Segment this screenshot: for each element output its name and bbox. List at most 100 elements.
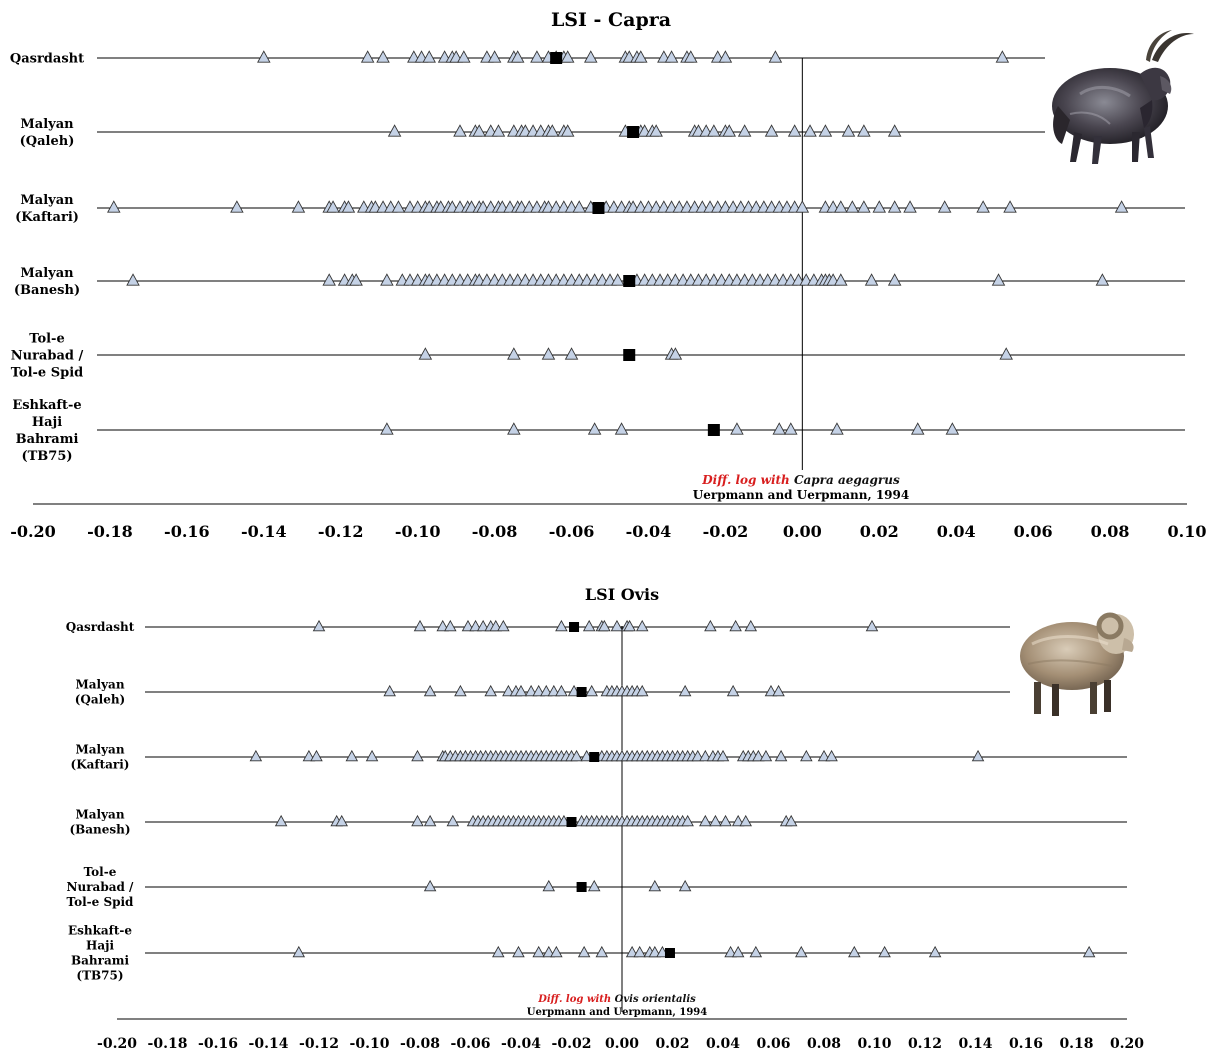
data-point <box>492 945 505 958</box>
data-point <box>291 200 306 213</box>
site-label: Haji <box>86 939 114 953</box>
data-point <box>784 422 798 435</box>
data-point <box>699 814 712 827</box>
data-point <box>614 422 629 435</box>
data-point <box>502 684 515 697</box>
x-tick-label: 0.06 <box>1014 522 1053 541</box>
data-point <box>865 619 879 632</box>
data-point <box>648 945 662 958</box>
data-point <box>457 50 471 63</box>
data-point <box>635 619 649 632</box>
data-point <box>681 814 694 827</box>
data-point <box>817 749 831 762</box>
x-tick-label: 0.10 <box>857 1036 891 1052</box>
data-point <box>461 619 475 632</box>
data-point <box>360 50 375 63</box>
chart-title: LSI Ovis <box>585 585 659 604</box>
data-point <box>719 814 732 827</box>
data-point <box>585 684 598 697</box>
data-point <box>312 619 326 632</box>
data-point <box>512 945 525 958</box>
reference-note: Diff. log with Ovis orientalis <box>537 994 696 1005</box>
data-point <box>423 814 437 827</box>
data-point <box>545 124 560 137</box>
x-tick-label: 0.18 <box>1059 1036 1093 1052</box>
data-point <box>878 945 891 958</box>
data-point <box>971 749 985 762</box>
mean-marker <box>550 52 563 64</box>
mean-marker <box>623 349 636 361</box>
site-label: Eshkaft-e <box>68 924 132 938</box>
x-tick-label: 0.02 <box>860 522 899 541</box>
data-point <box>928 945 942 958</box>
data-point <box>411 749 424 762</box>
x-tick-label: -0.14 <box>241 522 287 541</box>
data-point <box>668 347 683 360</box>
data-point <box>345 749 359 762</box>
data-point <box>910 422 925 435</box>
data-point <box>423 879 437 892</box>
data-point <box>704 619 717 632</box>
x-tick-label: -0.02 <box>552 1036 592 1052</box>
data-point <box>995 50 1010 63</box>
data-point <box>595 945 609 958</box>
data-point <box>542 879 556 892</box>
data-point <box>834 273 848 286</box>
data-point <box>230 200 244 213</box>
data-point <box>582 619 596 632</box>
x-tick-label: -0.10 <box>350 1036 390 1052</box>
data-point <box>610 273 625 286</box>
data-point <box>691 749 705 762</box>
data-point <box>444 619 457 632</box>
data-point <box>413 619 427 632</box>
mean-marker <box>592 202 605 214</box>
data-point <box>476 619 490 632</box>
x-tick-label: -0.06 <box>549 522 595 541</box>
site-label: Bahrami <box>16 432 79 447</box>
data-point <box>648 879 662 892</box>
data-point <box>469 619 482 632</box>
data-point <box>598 619 611 632</box>
data-point <box>722 124 737 137</box>
reference-citation: Uerpmann and Uerpmann, 1994 <box>527 1007 707 1018</box>
site-label: Tol-e <box>29 332 64 347</box>
data-point <box>507 347 521 360</box>
x-tick-label: 0.02 <box>655 1036 689 1052</box>
data-point <box>507 422 521 435</box>
data-point <box>555 619 568 632</box>
data-point <box>126 273 140 286</box>
site-label: Tol-e Spid <box>67 895 135 909</box>
data-point <box>787 124 802 137</box>
data-point <box>341 200 356 213</box>
data-point <box>841 124 856 137</box>
mean-marker <box>589 752 600 762</box>
x-tick-label: -0.08 <box>472 522 518 541</box>
data-point <box>903 200 917 213</box>
data-point <box>726 684 740 697</box>
site-label: (Banesh) <box>14 283 80 298</box>
data-point <box>487 50 502 63</box>
data-point <box>497 619 510 632</box>
x-tick-label: 0.08 <box>1091 522 1130 541</box>
data-point <box>577 945 591 958</box>
sheep-icon <box>1012 594 1144 722</box>
data-point <box>764 684 778 697</box>
data-point <box>453 124 467 137</box>
data-point <box>423 684 437 697</box>
data-point <box>491 124 506 137</box>
mean-marker <box>576 882 587 892</box>
data-point <box>772 422 787 435</box>
data-point <box>830 422 844 435</box>
data-point <box>376 50 390 63</box>
x-tick-label: -0.16 <box>198 1036 238 1052</box>
data-point <box>937 200 952 213</box>
data-point <box>739 814 752 827</box>
data-point <box>530 50 544 63</box>
data-point <box>707 124 721 137</box>
data-point <box>564 347 579 360</box>
data-point <box>857 200 871 213</box>
data-point <box>257 50 271 63</box>
x-tick-label: -0.18 <box>87 522 133 541</box>
data-point <box>737 124 752 137</box>
